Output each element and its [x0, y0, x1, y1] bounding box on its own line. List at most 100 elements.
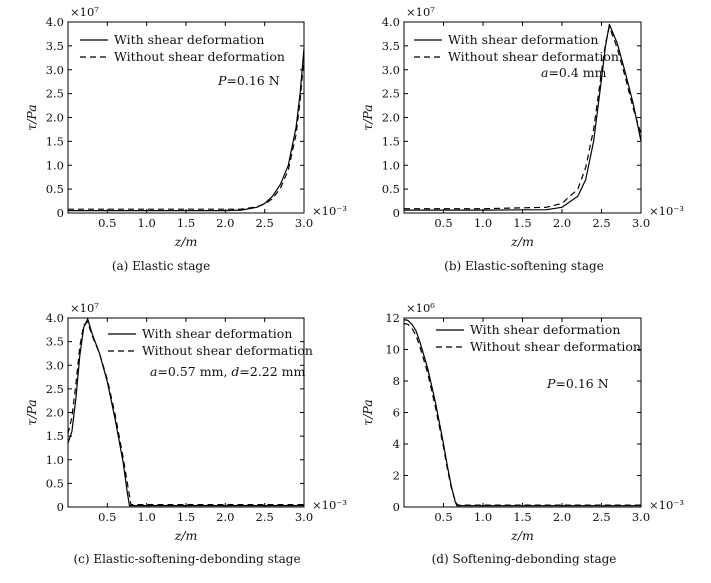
x-tick-label: 2.0	[553, 216, 571, 230]
x-tick-label: 2.5	[256, 510, 274, 524]
x-axis-label: z/m	[510, 528, 534, 543]
x-tick-label: 2.5	[592, 510, 610, 524]
y-tick-label: 0.5	[382, 182, 400, 196]
legend-label: With shear deformation	[470, 322, 620, 337]
legend-label: Without shear deformation	[142, 343, 313, 358]
y-tick-label: 3.0	[46, 63, 64, 77]
x-tick-label: 1.0	[474, 510, 492, 524]
panel-annotation: P=0.16 N	[217, 73, 280, 88]
x-tick-label: 1.5	[177, 510, 195, 524]
y-tick-label: 3.5	[382, 39, 400, 53]
y-tick-label: 2.5	[46, 382, 64, 396]
y-axis-label: τ/Pa	[360, 399, 375, 425]
x-tick-label: 0.5	[434, 510, 452, 524]
x-axis-label: z/m	[174, 234, 198, 249]
y-tick-label: 0.5	[46, 476, 64, 490]
legend-label: With shear deformation	[142, 326, 292, 341]
series-line-without-shear	[404, 26, 642, 210]
y-tick-label: 1.5	[46, 429, 64, 443]
panel-caption: (b) Elastic-softening stage	[444, 259, 604, 273]
series-line-with-shear	[404, 23, 642, 211]
x-tick-label: 2.0	[216, 510, 234, 524]
y-tick-label: 4.0	[46, 311, 64, 325]
y-axis-label: τ/Pa	[24, 399, 39, 425]
y-tick-label: 6	[393, 406, 400, 420]
x-tick-label: 2.5	[256, 216, 274, 230]
x-multiplier: ×10⁻³	[312, 498, 347, 512]
x-axis-label: z/m	[174, 528, 198, 543]
y-axis-label: τ/Pa	[24, 104, 39, 130]
legend-label: Without shear deformation	[114, 49, 285, 64]
y-tick-label: 3.0	[46, 358, 64, 372]
y-multiplier: ×10⁶	[406, 301, 435, 315]
legend-label: Without shear deformation	[448, 49, 619, 64]
panel-annotation: a=0.57 mm, d=2.22 mm	[150, 364, 306, 379]
panel-annotation: P=0.16 N	[546, 376, 609, 391]
y-tick-label: 4.0	[46, 15, 64, 29]
series-line-without-shear	[68, 55, 305, 210]
series-line-without-shear	[67, 321, 304, 506]
y-tick-label: 0	[393, 500, 400, 514]
y-tick-label: 2.0	[382, 111, 400, 125]
y-tick-label: 2	[393, 469, 400, 483]
y-tick-label: 4	[393, 437, 400, 451]
panel-annotation: a=0.4 mm	[541, 65, 607, 80]
x-tick-label: 2.5	[592, 216, 610, 230]
y-tick-label: 1.0	[382, 158, 400, 172]
y-multiplier: ×10⁷	[406, 5, 435, 19]
x-axis-label: z/m	[510, 234, 534, 249]
legend-label: With shear deformation	[114, 32, 264, 47]
y-tick-label: 1.5	[46, 134, 64, 148]
legend-label: With shear deformation	[448, 32, 598, 47]
series-line-with-shear	[403, 319, 641, 507]
y-tick-label: 2.0	[46, 406, 64, 420]
panel-caption: (d) Softening-debonding stage	[432, 552, 617, 566]
x-tick-label: 1.5	[177, 216, 195, 230]
x-multiplier: ×10⁻³	[312, 204, 347, 218]
y-tick-label: 1.0	[46, 453, 64, 467]
y-tick-label: 8	[393, 374, 400, 388]
y-tick-label: 12	[385, 311, 400, 325]
y-tick-label: 0	[393, 206, 400, 220]
y-tick-label: 2.5	[382, 87, 400, 101]
panel-caption: (a) Elastic stage	[112, 259, 210, 273]
x-multiplier: ×10⁻³	[649, 498, 684, 512]
panel-caption: (c) Elastic-softening-debonding stage	[73, 552, 300, 566]
y-tick-label: 4.0	[382, 15, 400, 29]
y-tick-label: 0	[57, 500, 64, 514]
x-tick-label: 1.5	[513, 216, 531, 230]
x-tick-label: 3.0	[632, 510, 650, 524]
legend-label: Without shear deformation	[470, 339, 641, 354]
y-tick-label: 1.5	[382, 134, 400, 148]
series-line-with-shear	[68, 48, 305, 212]
y-multiplier: ×10⁷	[70, 301, 99, 315]
x-tick-label: 0.5	[434, 216, 452, 230]
series-line-without-shear	[403, 322, 641, 506]
x-tick-label: 0.5	[98, 216, 116, 230]
tick-marks	[68, 21, 305, 214]
x-tick-label: 1.0	[138, 510, 156, 524]
x-multiplier: ×10⁻³	[649, 204, 684, 218]
x-tick-label: 1.5	[513, 510, 531, 524]
y-tick-label: 1.0	[46, 158, 64, 172]
x-tick-label: 3.0	[632, 216, 650, 230]
x-tick-label: 3.0	[295, 216, 313, 230]
tick-marks	[404, 21, 642, 214]
chart-panel-a: 0.5 1.0 1.5 2.0 2.5 3.0 0 0.5 1.0 1.5 2.0 2.5 3.0 3.5…	[24, 5, 347, 273]
y-tick-label: 0.5	[46, 182, 64, 196]
y-tick-label: 2.0	[46, 111, 64, 125]
y-tick-label: 3.0	[382, 63, 400, 77]
x-tick-label: 1.0	[138, 216, 156, 230]
chart-panel-d: 0.5 1.0 1.5 2.0 2.5 3.0 0 2 4 6 8 10 12 ×10⁶ ×10⁻³ τ/Pa…	[360, 301, 684, 566]
y-tick-label: 10	[385, 343, 400, 357]
x-tick-label: 1.0	[474, 216, 492, 230]
x-tick-label: 0.5	[98, 510, 116, 524]
chart-panel-b: 0.5 1.0 1.5 2.0 2.5 3.0 0 0.5 1.0 1.5 2.0 2.5 3.0 3.5…	[360, 5, 684, 273]
y-axis-label: τ/Pa	[360, 104, 375, 130]
tick-marks	[404, 317, 642, 508]
x-tick-label: 3.0	[295, 510, 313, 524]
y-tick-label: 3.5	[46, 39, 64, 53]
y-tick-label: 2.5	[46, 87, 64, 101]
chart-panel-c: 0.5 1.0 1.5 2.0 2.5 3.0 0 0.5 1.0 1.5 2.0 2.5 3.0 3.5…	[24, 301, 347, 566]
